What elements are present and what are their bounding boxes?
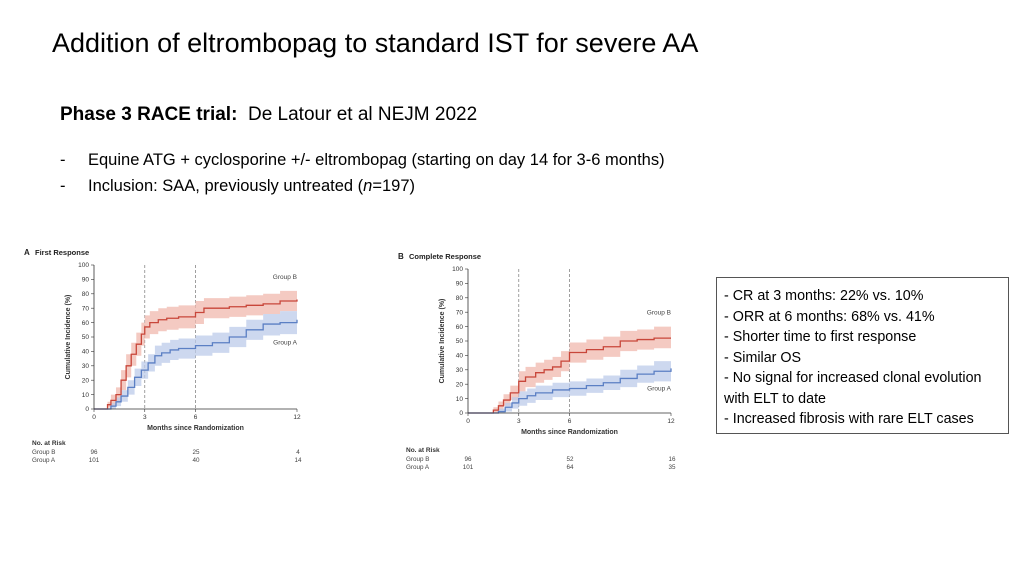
panel-letter: B [398, 252, 404, 261]
y-tick-label: 90 [456, 281, 464, 288]
at-risk-value: 4 [296, 449, 300, 456]
at-risk-value: 101 [89, 457, 100, 464]
bullet-dash: - [60, 151, 66, 169]
series-line [468, 337, 671, 414]
at-risk-value: 96 [464, 456, 472, 463]
x-axis-label: Months since Randomization [147, 425, 244, 432]
at-risk-group: Group B [32, 449, 55, 456]
at-risk-group: Group A [32, 457, 56, 464]
summary-line: - CR at 3 months: 22% vs. 10% [724, 288, 924, 304]
y-axis-label: Cumulative Incidence (%) [65, 295, 72, 380]
y-tick-label: 60 [456, 324, 464, 331]
at-risk-heading: No. at Risk [32, 440, 66, 447]
y-tick-label: 30 [82, 363, 90, 370]
series-label: Group A [273, 340, 298, 347]
summary-line: - No signal for increased clonal evoluti… [724, 370, 982, 407]
trial-line: Phase 3 RACE trial: De Latour et al NEJM… [60, 104, 477, 126]
x-tick-label: 3 [143, 414, 147, 421]
chart-panel-b: B Complete Response Group B Group A 0 10 20 30 4… [396, 248, 688, 476]
at-risk-value: 14 [294, 457, 302, 464]
series-line [468, 368, 672, 414]
bullet-list: - Equine ATG + cyclosporine +/- eltrombop… [60, 147, 665, 199]
bullet-item: - Equine ATG + cyclosporine +/- eltrombop… [60, 147, 665, 173]
bullet-text-end: =197) [372, 177, 416, 195]
y-tick-label: 60 [82, 320, 90, 327]
y-tick-label: 0 [459, 410, 463, 417]
panel-title: First Response [35, 248, 89, 257]
chart-panel-a: A First Response Group B Group A 0 10 20 30 40 50… [22, 244, 312, 474]
bullet-dash: - [60, 177, 66, 195]
bullet-text: Inclusion: SAA, previously untreated ( [88, 177, 364, 195]
trial-reference: De Latour et al NEJM 2022 [247, 104, 478, 125]
y-tick-label: 50 [82, 334, 90, 341]
x-tick-label: 6 [194, 414, 198, 421]
summary-line: - Increased fibrosis with rare ELT cases [724, 411, 974, 427]
summary-line: - Shorter time to first response [724, 329, 917, 345]
y-tick-label: 0 [85, 406, 89, 413]
x-tick-label: 6 [568, 418, 572, 425]
summary-box: - CR at 3 months: 22% vs. 10% - ORR at 6… [716, 277, 1009, 434]
y-tick-label: 80 [82, 291, 90, 298]
at-risk-value: 35 [668, 464, 676, 471]
bullet-text: Equine ATG + cyclosporine +/- eltrombopa… [88, 151, 665, 169]
at-risk-value: 101 [463, 464, 474, 471]
at-risk-value: 64 [566, 464, 574, 471]
at-risk-value: 96 [90, 449, 98, 456]
bullet-item: - Inclusion: SAA, previously untreated (n… [60, 173, 665, 199]
x-tick-label: 0 [92, 414, 96, 421]
x-tick-label: 0 [466, 418, 470, 425]
panel-title: Complete Response [409, 252, 481, 261]
y-tick-label: 80 [456, 295, 464, 302]
bullet-italic-n: n [363, 177, 373, 195]
y-tick-label: 90 [82, 277, 90, 284]
y-tick-label: 70 [456, 309, 464, 316]
at-risk-value: 40 [192, 457, 200, 464]
at-risk-value: 25 [192, 449, 200, 456]
y-tick-label: 20 [456, 381, 464, 388]
y-tick-label: 20 [82, 377, 90, 384]
y-tick-label: 10 [82, 392, 90, 399]
series-line [94, 319, 298, 410]
x-tick-label: 12 [667, 418, 675, 425]
series-label: Group A [647, 385, 672, 392]
y-tick-label: 10 [456, 396, 464, 403]
confidence-band [94, 288, 297, 409]
panel-letter: A [24, 248, 30, 257]
at-risk-value: 16 [668, 456, 676, 463]
series-label: Group B [273, 274, 297, 281]
at-risk-value: 52 [566, 456, 574, 463]
at-risk-group: Group B [406, 456, 429, 463]
y-tick-label: 40 [456, 353, 464, 360]
summary-line: - Similar OS [724, 349, 802, 366]
y-tick-label: 50 [456, 338, 464, 345]
x-tick-label: 3 [517, 418, 521, 425]
x-axis-label: Months since Randomization [521, 429, 618, 436]
y-tick-label: 100 [78, 262, 89, 269]
y-tick-label: 40 [82, 349, 90, 356]
summary-line: - ORR at 6 months: 68% vs. 41% [724, 308, 935, 325]
y-tick-label: 100 [452, 266, 463, 273]
series-line [94, 299, 298, 410]
x-tick-label: 12 [293, 414, 301, 421]
at-risk-group: Group A [406, 464, 430, 471]
y-tick-label: 70 [82, 305, 90, 312]
trial-label: Phase 3 RACE trial: [60, 104, 238, 125]
y-axis-label: Cumulative Incidence (%) [439, 299, 446, 384]
y-tick-label: 30 [456, 367, 464, 374]
at-risk-heading: No. at Risk [406, 447, 440, 454]
series-label: Group B [647, 310, 671, 317]
slide-title: Addition of eltrombopag to standard IST … [52, 28, 699, 58]
